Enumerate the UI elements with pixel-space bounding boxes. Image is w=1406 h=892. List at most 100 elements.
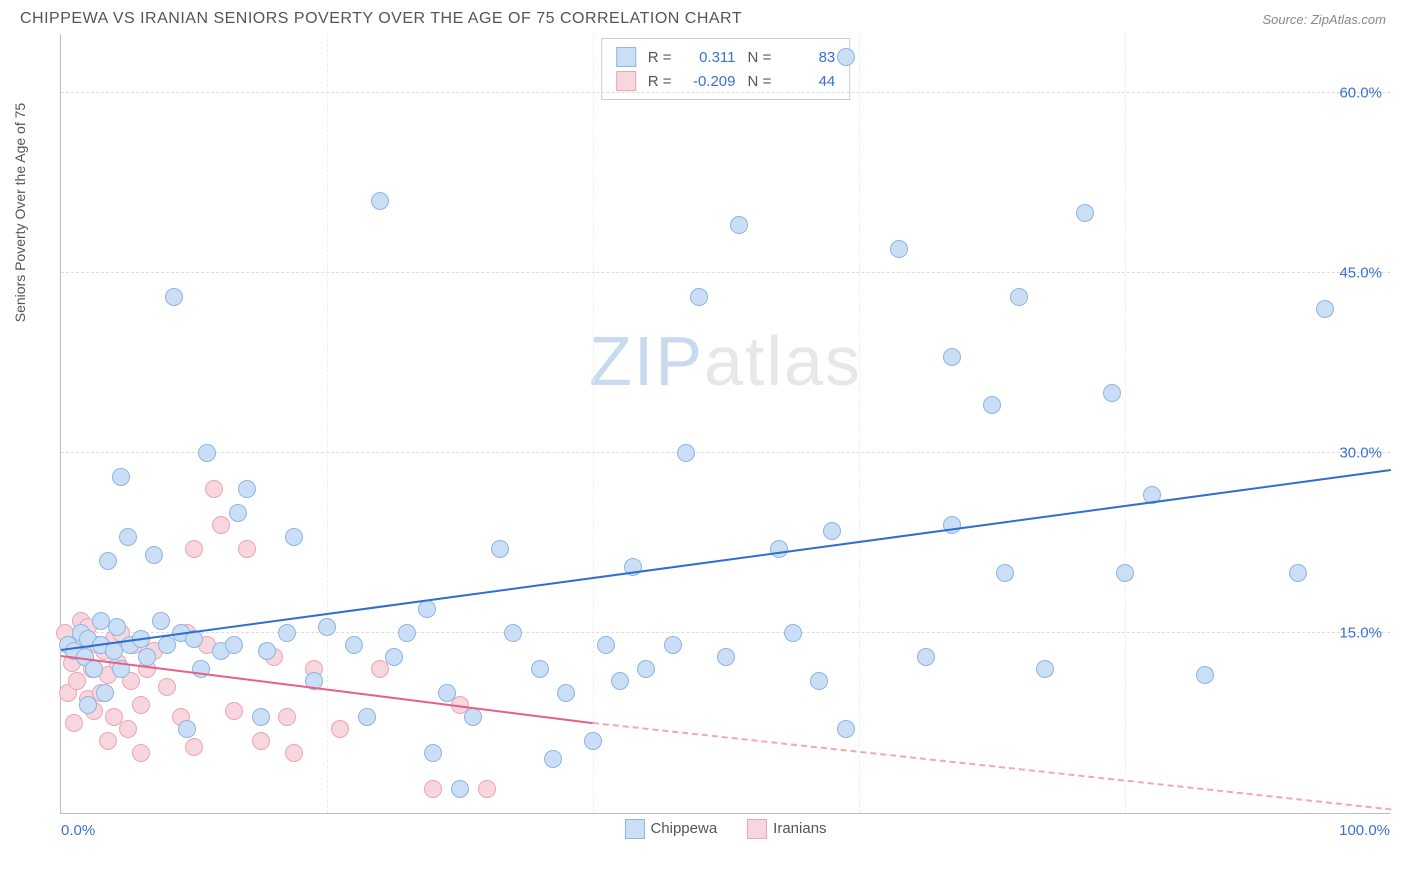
data-point <box>943 516 961 534</box>
x-axis-labels: 0.0% 100.0% <box>61 822 1390 839</box>
data-point <box>198 444 216 462</box>
n-value: 44 <box>783 73 835 90</box>
data-point <box>358 708 376 726</box>
data-point <box>730 216 748 234</box>
data-point <box>424 744 442 762</box>
data-point <box>119 528 137 546</box>
data-point <box>823 522 841 540</box>
gridline <box>61 92 1390 93</box>
data-point <box>225 636 243 654</box>
data-point <box>238 480 256 498</box>
gridline <box>61 272 1390 273</box>
data-point <box>1010 288 1028 306</box>
data-point <box>119 720 137 738</box>
watermark: ZIPatlas <box>589 321 862 401</box>
data-point <box>438 684 456 702</box>
data-point <box>185 540 203 558</box>
data-point <box>1076 204 1094 222</box>
correlation-stats-box: R =0.311N =83R =-0.209N =44 <box>601 38 851 100</box>
data-point <box>451 780 469 798</box>
data-point <box>943 348 961 366</box>
data-point <box>285 744 303 762</box>
data-point <box>225 702 243 720</box>
data-point <box>158 678 176 696</box>
n-value: 83 <box>783 49 835 66</box>
data-point <box>318 618 336 636</box>
data-point <box>205 480 223 498</box>
data-point <box>637 660 655 678</box>
data-point <box>371 192 389 210</box>
data-point <box>99 552 117 570</box>
y-tick-label: 45.0% <box>1339 265 1382 282</box>
data-point <box>917 648 935 666</box>
y-tick-label: 60.0% <box>1339 85 1382 102</box>
legend-swatch <box>616 71 636 91</box>
data-point <box>85 660 103 678</box>
gridline <box>327 34 328 813</box>
data-point <box>544 750 562 768</box>
data-point <box>1196 666 1214 684</box>
data-point <box>79 696 97 714</box>
data-point <box>584 732 602 750</box>
data-point <box>504 624 522 642</box>
data-point <box>278 624 296 642</box>
data-point <box>677 444 695 462</box>
data-point <box>557 684 575 702</box>
r-label: R = <box>648 73 672 90</box>
x-max-label: 100.0% <box>1339 822 1390 839</box>
data-point <box>1036 660 1054 678</box>
data-point <box>345 636 363 654</box>
data-point <box>185 738 203 756</box>
legend-swatch <box>616 47 636 67</box>
data-point <box>810 672 828 690</box>
data-point <box>112 468 130 486</box>
data-point <box>398 624 416 642</box>
trend-line <box>61 469 1391 651</box>
gridline <box>61 452 1390 453</box>
data-point <box>258 642 276 660</box>
data-point <box>132 696 150 714</box>
gridline <box>1125 34 1126 813</box>
data-point <box>252 732 270 750</box>
data-point <box>890 240 908 258</box>
data-point <box>96 684 114 702</box>
data-point <box>152 612 170 630</box>
y-tick-label: 15.0% <box>1339 625 1382 642</box>
data-point <box>331 720 349 738</box>
data-point <box>1289 564 1307 582</box>
n-label: N = <box>748 73 772 90</box>
data-point <box>212 516 230 534</box>
data-point <box>837 48 855 66</box>
gridline <box>859 34 860 813</box>
data-point <box>68 672 86 690</box>
data-point <box>611 672 629 690</box>
data-point <box>145 546 163 564</box>
data-point <box>690 288 708 306</box>
stats-row: R = 0.311 N = 83 <box>616 45 836 69</box>
n-label: N = <box>748 49 772 66</box>
data-point <box>597 636 615 654</box>
data-point <box>1103 384 1121 402</box>
data-point <box>252 708 270 726</box>
data-point <box>108 618 126 636</box>
data-point <box>138 648 156 666</box>
data-point <box>418 600 436 618</box>
scatter-plot: ZIPatlas R =0.311N =83R =-0.209N =44 Chi… <box>60 34 1390 814</box>
data-point <box>65 714 83 732</box>
data-point <box>1116 564 1134 582</box>
r-label: R = <box>648 49 672 66</box>
data-point <box>424 780 442 798</box>
data-point <box>178 720 196 738</box>
stats-row: R =-0.209N =44 <box>616 69 836 93</box>
data-point <box>784 624 802 642</box>
data-point <box>229 504 247 522</box>
r-value: 0.311 <box>684 49 736 66</box>
data-point <box>385 648 403 666</box>
data-point <box>717 648 735 666</box>
data-point <box>285 528 303 546</box>
data-point <box>770 540 788 558</box>
data-point <box>278 708 296 726</box>
data-point <box>837 720 855 738</box>
data-point <box>664 636 682 654</box>
data-point <box>531 660 549 678</box>
